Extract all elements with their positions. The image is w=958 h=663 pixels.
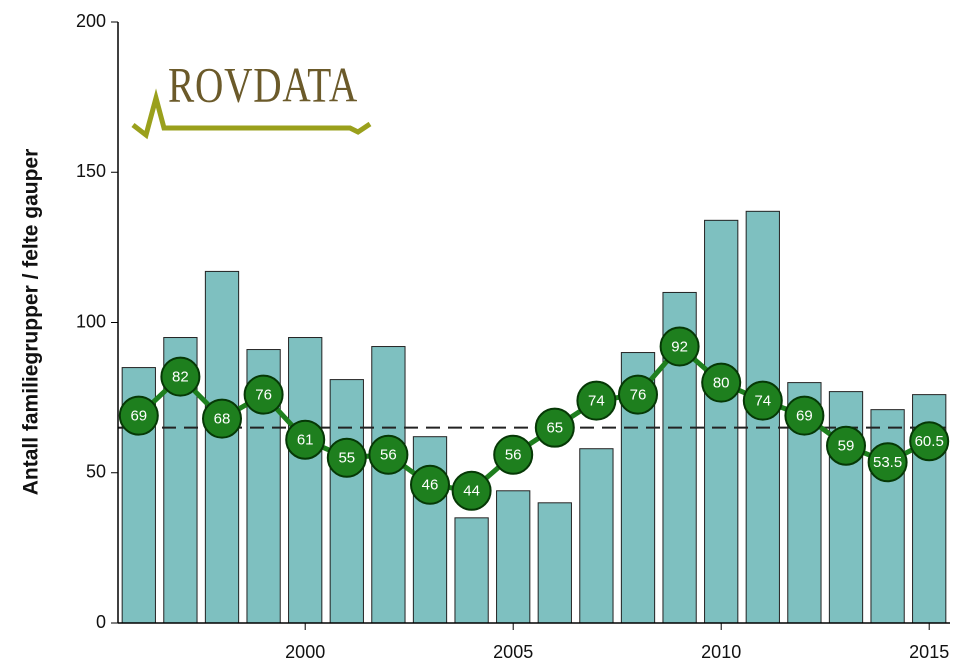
bar (454, 517, 489, 624)
y-tick-label: 200 (76, 11, 106, 31)
data-label: 44 (463, 483, 480, 500)
bar (496, 490, 531, 624)
data-label: 46 (422, 477, 439, 494)
data-label: 76 (255, 387, 272, 404)
marker (451, 470, 492, 511)
marker (160, 356, 201, 397)
data-label: 80 (713, 375, 730, 392)
y-tick-label: 150 (76, 161, 106, 181)
data-label: 68 (214, 411, 231, 428)
data-label: 74 (588, 393, 605, 410)
data-label: 61 (297, 432, 314, 449)
marker (534, 407, 575, 448)
marker (285, 419, 326, 460)
marker (618, 374, 658, 415)
x-tick-label: 2015 (909, 642, 949, 662)
bar (371, 346, 406, 624)
bar (704, 219, 739, 624)
bar (288, 337, 323, 624)
marker (576, 380, 617, 421)
marker (243, 374, 284, 415)
data-label: 60.5 (915, 433, 944, 450)
bar (579, 448, 614, 624)
bar (329, 379, 364, 624)
marker (410, 464, 450, 505)
marker (326, 437, 367, 478)
marker (202, 398, 242, 439)
data-label: 55 (338, 450, 355, 467)
data-label: 56 (505, 447, 522, 464)
marker (659, 326, 700, 367)
data-label: 82 (172, 369, 189, 386)
data-label: 59 (838, 438, 855, 455)
data-label: 76 (630, 387, 647, 404)
data-label: 65 (546, 420, 563, 437)
data-label: 92 (671, 339, 688, 356)
bar (412, 436, 448, 624)
data-label: 56 (380, 447, 397, 464)
y-axis-label: Antall familiegrupper / felte gauper (20, 149, 43, 496)
y-tick-label: 50 (86, 462, 106, 482)
data-label: 74 (754, 393, 771, 410)
x-tick-label: 2000 (285, 642, 325, 662)
x-tick-label: 2010 (701, 642, 741, 662)
bar (204, 270, 240, 624)
data-label: 69 (796, 408, 813, 425)
logo: ROVDATA (168, 56, 358, 112)
data-label: 69 (130, 408, 147, 425)
marker (867, 442, 908, 483)
marker (368, 434, 409, 475)
data-label: 53.5 (873, 454, 902, 471)
marker (118, 395, 159, 436)
x-tick-label: 2005 (493, 642, 533, 662)
y-tick-label: 100 (76, 311, 106, 331)
marker (701, 362, 742, 403)
marker (909, 421, 950, 462)
marker (493, 434, 534, 475)
y-tick-label: 0 (96, 612, 106, 632)
bar (870, 409, 905, 624)
logo-line (131, 88, 372, 140)
marker (742, 380, 783, 421)
bar (537, 502, 572, 624)
marker (784, 395, 825, 436)
marker (826, 425, 866, 466)
